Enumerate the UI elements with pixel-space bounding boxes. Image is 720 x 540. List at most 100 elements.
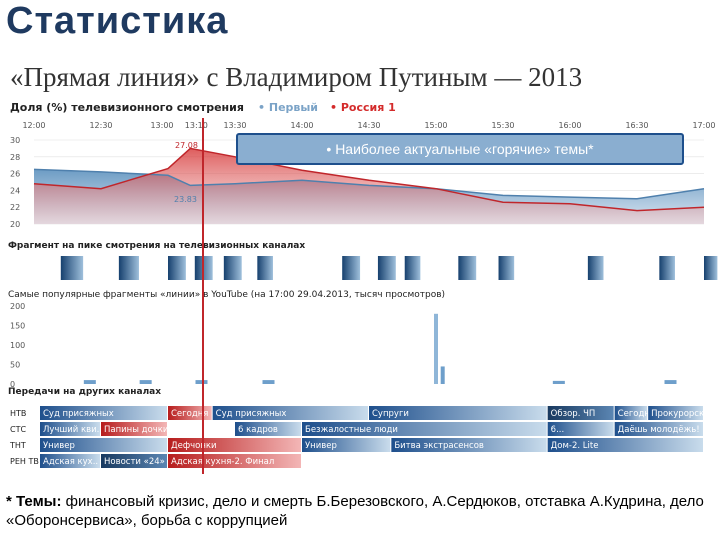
legend-pervy: • Первый	[258, 101, 318, 114]
program-block	[302, 422, 547, 436]
other-channels-title: Передачи на других каналах	[8, 387, 161, 397]
footnote-lead: * Темы:	[6, 493, 62, 510]
footnote: * Темы: финансовый кризис, дело и смерть…	[6, 492, 718, 530]
program-label: Обзор. ЧП	[551, 409, 596, 419]
annotation-peak: 27.08	[175, 141, 198, 150]
youtube-chart: 200 150 100 50 0	[10, 302, 677, 389]
program-label: Супруги	[372, 409, 409, 419]
peak-fragments-title: Фрагмент на пике смотрения на телевизион…	[8, 241, 305, 251]
program-label: Лучший кви..	[43, 425, 102, 435]
yt-bar	[83, 380, 96, 384]
y-tick-label: 26	[10, 170, 20, 179]
program-label: Адская кух..	[43, 457, 98, 467]
peak-fragment-bar	[704, 256, 718, 280]
statistics-chart: Доля (%) телевизионного смотрения • Перв…	[8, 101, 718, 474]
y-tick-label: 20	[10, 220, 20, 229]
youtube-title: Самые популярные фрагменты «линии» в You…	[8, 290, 445, 300]
share-area-chart: 30 28 26 24 22 20 12:00 12:30 13:00 13:10 13:30 14:…	[10, 121, 716, 229]
callout-box: • Наиболее актуальные «горячие» темы*	[236, 133, 684, 165]
peak-fragment-bar	[498, 256, 515, 280]
share-chart-title: Доля (%) телевизионного смотрения	[10, 101, 244, 114]
program-block	[614, 406, 648, 420]
legend-russia1: • Россия 1	[330, 101, 396, 114]
yt-bar	[195, 380, 208, 384]
program-block	[40, 454, 100, 468]
x-tick-label: 13:30	[223, 121, 246, 130]
x-tick-label: 15:30	[491, 121, 514, 130]
yt-y-tick-label: 150	[10, 322, 25, 331]
yt-bar	[552, 380, 565, 384]
program-block	[235, 422, 301, 436]
x-tick-label: 16:30	[625, 121, 648, 130]
program-label: Прокурорская	[651, 409, 714, 419]
program-block	[391, 438, 547, 452]
page-title: Статистика	[6, 0, 229, 42]
peak-fragment-bar	[60, 256, 84, 280]
program-block	[547, 438, 703, 452]
program-block	[302, 438, 391, 452]
program-block	[40, 406, 167, 420]
peak-fragment-bar	[659, 256, 675, 280]
y-tick-label: 22	[10, 203, 20, 212]
peak-fragment-bar	[257, 256, 273, 280]
x-tick-label: 15:00	[424, 121, 447, 130]
x-tick-label: 13:10	[185, 121, 208, 130]
x-tick-label: 13:00	[150, 121, 173, 130]
program-label: Универ	[305, 441, 337, 451]
program-label: Сегодня	[618, 409, 655, 419]
program-label: Универ	[43, 441, 75, 451]
x-tick-label: 17:00	[692, 121, 715, 130]
peak-fragment-bar	[168, 256, 186, 280]
peak-fragment-bar	[377, 256, 396, 280]
program-label: Дом-2. Lite	[551, 441, 599, 451]
series-line-pervy	[33, 168, 705, 200]
yt-bar	[262, 380, 275, 384]
program-label: Новости «24»	[104, 457, 165, 467]
program-block	[40, 422, 100, 436]
peak-fragment-bar	[587, 256, 604, 280]
program-block	[168, 438, 301, 452]
yt-y-tick-label: 100	[10, 341, 25, 350]
yt-bar	[440, 366, 445, 384]
program-block	[648, 406, 703, 420]
annotation-low: 23.83	[174, 195, 197, 204]
peak-fragment-bar	[458, 256, 477, 280]
program-block	[614, 422, 703, 436]
program-label: Папины дочки	[104, 425, 168, 435]
yt-y-tick-label: 200	[10, 302, 25, 311]
y-tick-label: 30	[10, 136, 20, 145]
program-label: Суд присяжных	[216, 409, 287, 419]
program-block	[369, 406, 547, 420]
program-block	[212, 406, 368, 420]
channel-label: РЕН ТВ	[10, 457, 39, 466]
page-subtitle: «Прямая линия» с Владимиром Путиным — 20…	[10, 62, 583, 92]
program-block	[101, 422, 167, 436]
program-block	[101, 454, 167, 468]
yt-y-tick-label: 50	[10, 361, 20, 370]
y-tick-label: 24	[10, 186, 20, 195]
program-label: Дефчонки	[171, 441, 217, 451]
peak-fragment-bar	[342, 256, 361, 280]
peak-fragment-bar	[223, 256, 242, 280]
callout-text: • Наиболее актуальные «горячие» темы*	[326, 141, 594, 157]
program-block	[168, 454, 301, 468]
y-tick-label: 28	[10, 153, 20, 162]
x-tick-label: 12:00	[22, 121, 45, 130]
footnote-text: финансовый кризис, дело и смерть Б.Берез…	[6, 493, 704, 529]
program-label: Сегодня	[171, 409, 208, 419]
program-label: Битва экстрасенсов	[394, 441, 484, 451]
program-block	[547, 406, 614, 420]
yt-y-tick-label: 0	[10, 380, 15, 389]
x-tick-label: 14:30	[357, 121, 380, 130]
channel-label: ТНТ	[9, 441, 26, 450]
yt-bar	[664, 380, 677, 384]
series-line-russia1	[33, 147, 705, 212]
peak-fragment-bar	[404, 256, 421, 280]
program-label: Суд присяжных	[43, 409, 114, 419]
peak-fragments	[60, 256, 718, 280]
program-block	[547, 422, 614, 436]
yt-bar	[139, 380, 152, 384]
channel-label: НТВ	[10, 409, 26, 418]
peak-fragment-bar	[118, 256, 139, 280]
x-tick-label: 16:00	[558, 121, 581, 130]
